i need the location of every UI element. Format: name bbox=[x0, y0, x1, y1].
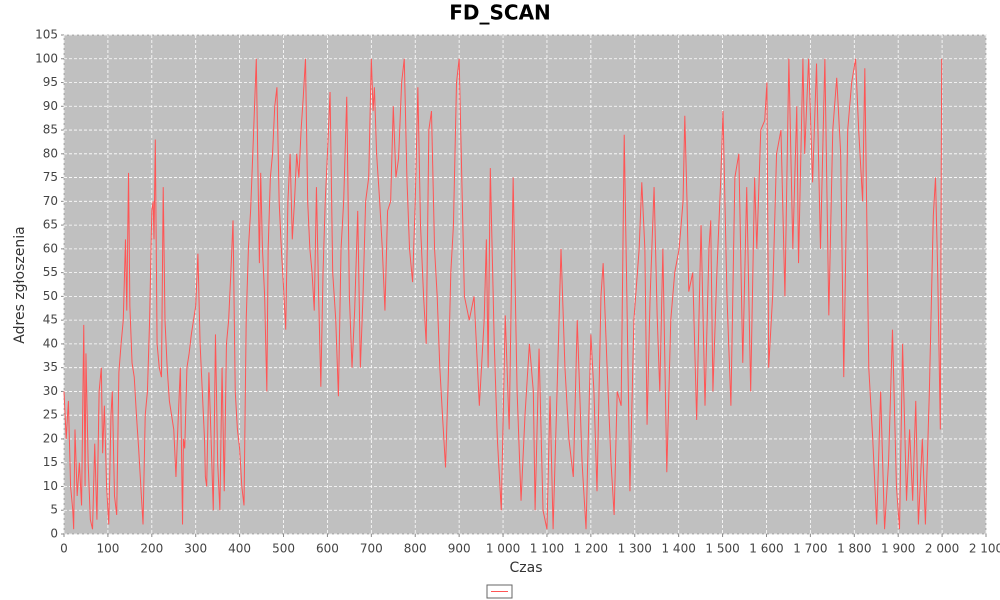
x-tick-label: 2 000 bbox=[925, 542, 959, 556]
y-tick-label: 100 bbox=[35, 51, 58, 65]
data-line bbox=[63, 58, 943, 530]
y-tick-label: 85 bbox=[43, 123, 58, 137]
y-tick-label: 10 bbox=[43, 479, 58, 493]
x-tick-label: 0 bbox=[60, 542, 68, 556]
plot-area bbox=[63, 34, 987, 535]
y-tick-label: 25 bbox=[43, 408, 58, 422]
x-tick-label: 2 100 bbox=[969, 542, 1000, 556]
x-tick-label: 1 700 bbox=[793, 542, 827, 556]
y-tick-label: 20 bbox=[43, 431, 58, 445]
y-tick-label: 75 bbox=[43, 170, 58, 184]
x-tick-label: 1 400 bbox=[661, 542, 695, 556]
x-tick-label: 1 200 bbox=[574, 542, 608, 556]
x-axis-label: Czas bbox=[510, 560, 543, 576]
x-tick-label: 1 600 bbox=[749, 542, 783, 556]
legend bbox=[486, 584, 513, 599]
x-tick-label: 700 bbox=[360, 542, 383, 556]
y-tick-label: 70 bbox=[43, 194, 58, 208]
y-tick-label: 80 bbox=[43, 146, 58, 160]
y-tick-label: 55 bbox=[43, 265, 58, 279]
x-tick-label: 100 bbox=[96, 542, 119, 556]
y-tick-label: 65 bbox=[43, 218, 58, 232]
y-axis-label: Adres zgłoszenia bbox=[12, 226, 28, 343]
x-tick-label: 1 300 bbox=[618, 542, 652, 556]
x-tick-label: 1 900 bbox=[881, 542, 915, 556]
x-tick-label: 1 500 bbox=[705, 542, 739, 556]
y-tick-label: 95 bbox=[43, 75, 58, 89]
y-tick-label: 30 bbox=[43, 384, 58, 398]
x-tick-label: 400 bbox=[228, 542, 251, 556]
y-tick-label: 105 bbox=[35, 28, 58, 42]
x-tick-label: 1 100 bbox=[530, 542, 564, 556]
x-tick-label: 200 bbox=[140, 542, 163, 556]
x-tick-label: 600 bbox=[316, 542, 339, 556]
x-tick-label: 1 000 bbox=[486, 542, 520, 556]
y-tick-label: 40 bbox=[43, 336, 58, 350]
y-tick-label: 35 bbox=[43, 360, 58, 374]
x-tick-label: 300 bbox=[184, 542, 207, 556]
x-tick-label: 500 bbox=[272, 542, 295, 556]
y-tick-label: 5 bbox=[50, 503, 58, 517]
x-tick-label: 800 bbox=[404, 542, 427, 556]
y-tick-label: 0 bbox=[50, 527, 58, 541]
y-tick-label: 50 bbox=[43, 289, 58, 303]
y-tick-label: 60 bbox=[43, 241, 58, 255]
y-tick-label: 45 bbox=[43, 313, 58, 327]
y-tick-label: 15 bbox=[43, 455, 58, 469]
x-tick-label: 900 bbox=[448, 542, 471, 556]
x-tick-label: 1 800 bbox=[837, 542, 871, 556]
chart-title: FD_SCAN bbox=[449, 1, 551, 25]
y-tick-label: 90 bbox=[43, 99, 58, 113]
